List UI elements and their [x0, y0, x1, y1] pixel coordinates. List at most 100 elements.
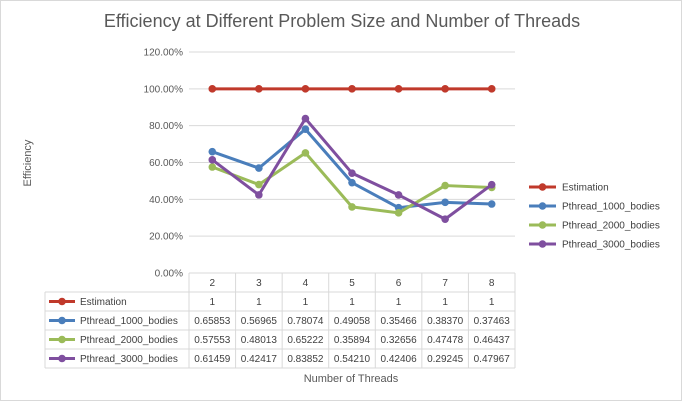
y-tick-label: 0.00% — [155, 269, 183, 280]
chart-title: Efficiency at Different Problem Size and… — [104, 11, 580, 31]
table-value: 0.32656 — [380, 335, 417, 346]
x-tick-label: 8 — [489, 278, 495, 289]
data-point — [255, 164, 263, 172]
table-value: 0.65853 — [194, 316, 231, 327]
data-point — [394, 209, 403, 217]
data-point — [441, 198, 449, 207]
data-point — [255, 85, 263, 93]
data-point — [348, 85, 356, 93]
y-tick-label: 40.00% — [149, 195, 183, 206]
series-lines — [208, 85, 496, 223]
table-series-name: Estimation — [80, 297, 127, 308]
series-line — [211, 127, 492, 210]
table-value: 1 — [442, 297, 448, 308]
legend-marker — [538, 240, 547, 248]
table-series-name: Pthread_3000_bodies — [80, 354, 178, 365]
data-point — [208, 156, 217, 164]
data-point — [348, 169, 356, 177]
data-point — [255, 180, 263, 189]
table-series-name: Pthread_1000_bodies — [80, 316, 178, 327]
data-point — [208, 163, 217, 171]
legend-label: Pthread_3000_bodies — [562, 240, 660, 251]
table-value: 0.29245 — [427, 354, 464, 365]
x-axis-title: Number of Threads — [304, 373, 399, 385]
table-key-marker — [49, 316, 75, 325]
table-key-marker — [49, 297, 75, 306]
y-tick-label: 20.00% — [149, 232, 183, 243]
data-point — [301, 125, 310, 134]
data-point — [394, 85, 403, 93]
table-value: 0.49058 — [334, 316, 371, 327]
table-value: 0.47478 — [427, 335, 464, 346]
table-series-name: Pthread_2000_bodies — [80, 335, 178, 346]
data-point — [301, 114, 310, 123]
legend-marker — [538, 221, 547, 229]
data-point — [255, 191, 263, 199]
data-point — [208, 85, 217, 93]
data-point — [487, 180, 496, 189]
series-estimation — [208, 85, 496, 93]
data-point — [208, 147, 217, 156]
table-value: 0.47967 — [474, 354, 511, 365]
table-value: 0.38370 — [427, 316, 464, 327]
data-point — [394, 191, 403, 199]
table-value: 0.37463 — [474, 316, 511, 327]
table-value: 0.42406 — [380, 354, 417, 365]
data-point — [348, 178, 356, 187]
data-point — [441, 181, 449, 190]
table-value: 0.78074 — [287, 316, 324, 327]
legend-label: Estimation — [562, 183, 609, 194]
data-point — [301, 149, 310, 157]
data-point — [441, 85, 449, 93]
legend: Estimation Pthread_1000_bodies Pthread_200… — [529, 183, 660, 251]
legend-marker — [538, 202, 547, 210]
table-value: 1 — [349, 297, 355, 308]
table-value: 0.56965 — [241, 316, 278, 327]
table-value: 0.35466 — [380, 316, 417, 327]
table-key-marker — [49, 335, 75, 344]
table-value: 1 — [256, 297, 262, 308]
legend-entry: Estimation — [529, 183, 609, 194]
legend-label: Pthread_1000_bodies — [562, 202, 660, 213]
table-value: 0.57553 — [194, 335, 231, 346]
y-tick-label: 60.00% — [149, 158, 183, 169]
table-value: 0.46437 — [474, 335, 511, 346]
data-point — [487, 85, 496, 93]
legend-entry: Pthread_1000_bodies — [529, 202, 660, 213]
table-value: 0.42417 — [241, 354, 278, 365]
y-axis-ticks: 0.00% 20.00% 40.00% 60.00% 80.00% 100.00% 120.… — [144, 48, 184, 280]
x-tick-label: 5 — [349, 278, 355, 289]
table-value: 1 — [210, 297, 216, 308]
y-tick-label: 100.00% — [144, 84, 184, 95]
legend-marker — [538, 183, 547, 191]
table-value: 1 — [489, 297, 495, 308]
x-tick-label: 2 — [210, 278, 216, 289]
legend-label: Pthread_2000_bodies — [562, 221, 660, 232]
x-tick-label: 4 — [303, 278, 309, 289]
table-value: 0.65222 — [287, 335, 324, 346]
y-axis-title: Efficiency — [22, 139, 34, 186]
legend-entry: Pthread_2000_bodies — [529, 221, 660, 232]
x-tick-label: 7 — [442, 278, 448, 289]
table-value: 0.83852 — [287, 354, 324, 365]
table-key-marker — [49, 354, 75, 363]
series-pthread-1000-bodies — [208, 125, 496, 212]
series-pthread-3000-bodies — [208, 114, 496, 223]
table-value: 0.54210 — [334, 354, 371, 365]
series-pthread-2000-bodies — [208, 149, 496, 217]
table-value: 1 — [396, 297, 402, 308]
table-value: 0.61459 — [194, 354, 231, 365]
x-tick-label: 6 — [396, 278, 402, 289]
data-point — [441, 215, 449, 223]
y-tick-label: 80.00% — [149, 121, 183, 132]
x-tick-label: 3 — [256, 278, 262, 289]
legend-entry: Pthread_3000_bodies — [529, 240, 660, 251]
table-value: 0.48013 — [241, 335, 278, 346]
table-value: 0.35894 — [334, 335, 371, 346]
data-point — [348, 203, 356, 211]
table-value: 1 — [303, 297, 309, 308]
data-table: 2 3 4 5 6 7 8 Estimation 1 1 1 1 1 1 1 Pthread_1000_bod… — [44, 272, 516, 369]
y-tick-label: 120.00% — [144, 48, 184, 59]
